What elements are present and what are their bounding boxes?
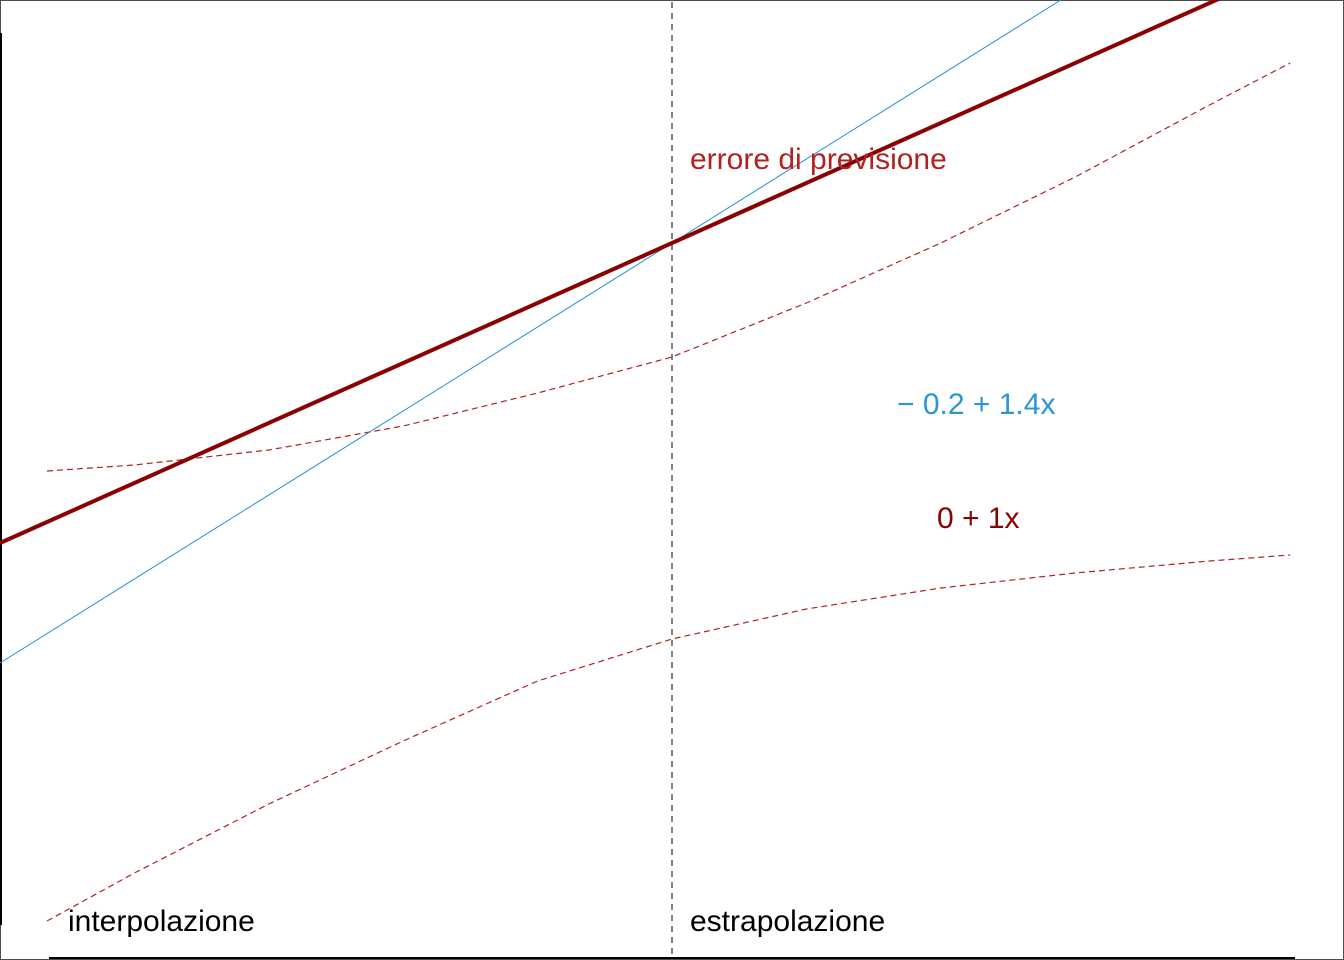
- prediction-error-label: errore di previsione: [690, 143, 947, 176]
- series-line-true: [0, 0, 1222, 545]
- extrapolation-label: estrapolazione: [690, 905, 885, 938]
- series-label-fitted: − 0.2 + 1.4x: [897, 388, 1055, 421]
- prediction-band-lower: [46, 554, 1291, 922]
- series-label-true: 0 + 1x: [937, 502, 1020, 535]
- interpolation-label: interpolazione: [68, 905, 255, 938]
